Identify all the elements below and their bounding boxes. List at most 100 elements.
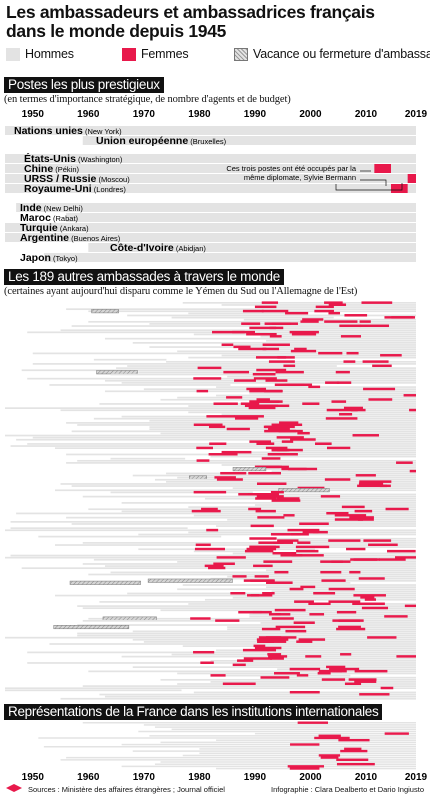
- embassy-women-76-0: [396, 461, 413, 464]
- embassy-women-160-0: [298, 638, 326, 641]
- embassy-women-24-0: [318, 351, 343, 355]
- embassy-women-98-1: [385, 507, 409, 511]
- prestige-women-5-0: [391, 184, 408, 193]
- embassy-line-139: [54, 594, 417, 597]
- institution-women-16: [320, 756, 339, 759]
- embassy-women-168-1: [268, 655, 288, 658]
- embassy-line-183: [5, 687, 416, 690]
- embassy-women-155-1: [336, 627, 366, 631]
- embassy-women-171-0: [200, 661, 214, 664]
- embassy-line-188: [60, 697, 417, 700]
- embassy-line-177: [210, 674, 351, 677]
- embassy-women-168-0: [396, 655, 416, 658]
- prestige-name-5: Royaume-Uni (Londres): [24, 183, 126, 195]
- embassy-line-38: [121, 382, 416, 384]
- embassy-women-58-1: [193, 423, 223, 427]
- embassy-women-83-0: [214, 476, 236, 479]
- embassy-women-115-0: [368, 543, 398, 547]
- embassy-women-136-0: [328, 587, 355, 591]
- embassy-line-29: [32, 363, 417, 365]
- institution-line-1: [143, 724, 416, 726]
- legend-men-label: Hommes: [25, 47, 74, 61]
- institution-line-7: [38, 737, 416, 739]
- embassy-line-156: [132, 630, 417, 633]
- embassy-women-106-0: [250, 524, 274, 528]
- embassy-women-38-2: [336, 381, 352, 384]
- embassy-women-109-1: [302, 530, 319, 534]
- embassy-women-30-1: [283, 364, 296, 368]
- embassy-women-101-1: [283, 514, 295, 517]
- embassy-line-107: [10, 527, 188, 530]
- embassy-women-85-0: [359, 480, 392, 483]
- embassy-line-3: [66, 308, 416, 311]
- embassy-women-152-0: [293, 621, 315, 624]
- embassy-women-51-2: [409, 408, 416, 412]
- embassy-women-7-1: [391, 316, 416, 319]
- legend-vacancy-label: Vacance ou fermeture d'ambassade: [253, 47, 430, 61]
- embassy-women-14-0: [212, 330, 245, 334]
- embassy-line-179: [160, 678, 416, 681]
- embassy-women-84-1: [324, 478, 351, 481]
- annotation-arrow-3: [360, 179, 387, 186]
- embassy-women-113-0: [363, 539, 392, 542]
- embassy-line-187: [104, 695, 417, 698]
- embassy-line-111: [38, 535, 222, 538]
- institution-line-16: [66, 756, 416, 759]
- embassy-women-90-0: [193, 490, 227, 494]
- bottom-axis-tick-2019: 2019: [405, 772, 428, 783]
- embassy-women-86-0: [256, 482, 287, 486]
- legend: Hommes Femmes Vacance ou fermeture d'amb…: [4, 47, 430, 63]
- embassy-women-140-0: [360, 596, 375, 599]
- embassy-women-59-2: [264, 425, 295, 429]
- bottom-axis-tick-2000: 2000: [299, 772, 322, 783]
- embassy-women-143-0: [352, 602, 385, 606]
- embassy-line-112: [249, 537, 416, 540]
- embassy-line-175: [88, 670, 416, 673]
- embassy-women-167-0: [267, 653, 282, 656]
- embassy-women-9-1: [324, 320, 358, 323]
- embassy-women-91-2: [247, 493, 280, 496]
- embassy-women-174-0: [289, 667, 321, 671]
- embassy-women-6-0: [344, 314, 368, 317]
- embassy-women-122-1: [378, 558, 406, 561]
- embassy-women-31-0: [197, 366, 222, 370]
- embassy-women-113-2: [277, 539, 299, 542]
- embassy-line-30: [127, 365, 337, 367]
- embassy-women-123-2: [331, 560, 343, 563]
- institution-women-13: [340, 749, 368, 753]
- embassy-line-5: [188, 312, 292, 315]
- embassy-women-142-0: [294, 600, 314, 603]
- embassy-women-81-0: [248, 471, 282, 475]
- embassy-women-118-1: [244, 549, 274, 553]
- embassy-line-134: [182, 584, 416, 586]
- embassy-women-139-1: [353, 594, 386, 597]
- embassy-women-41-0: [363, 387, 396, 391]
- embassy-women-155-0: [261, 627, 281, 631]
- embassy-line-178: [260, 676, 416, 679]
- embassy-line-81: [166, 472, 416, 475]
- embassy-line-158: [77, 634, 417, 637]
- embassy-women-12-0: [269, 326, 284, 330]
- embassy-line-53: [221, 413, 416, 416]
- embassy-women-108-1: [287, 528, 320, 532]
- embassy-women-34-0: [252, 372, 276, 376]
- embassy-women-100-0: [326, 511, 349, 515]
- embassy-line-93: [204, 497, 416, 500]
- embassy-women-160-1: [256, 638, 271, 641]
- prestige-bar-7: [66, 213, 416, 222]
- prestige-name-10: Côte-d'Ivoire (Abidjan): [110, 242, 206, 254]
- embassy-women-20-1: [262, 343, 290, 347]
- prestige-bar-11: [43, 253, 416, 262]
- embassy-women-11-1: [339, 324, 362, 328]
- embassy-line-89: [54, 489, 417, 492]
- embassy-women-22-1: [262, 347, 280, 351]
- embassy-line-87: [71, 485, 416, 487]
- embassy-line-70: [271, 449, 416, 452]
- institution-line-8: [216, 739, 416, 741]
- institution-line-9: [160, 741, 416, 744]
- embassy-line-31: [116, 367, 416, 369]
- embassy-line-65: [16, 438, 417, 441]
- embassy-line-52: [188, 411, 416, 414]
- embassy-line-27: [93, 358, 167, 361]
- institution-line-20: [121, 765, 416, 768]
